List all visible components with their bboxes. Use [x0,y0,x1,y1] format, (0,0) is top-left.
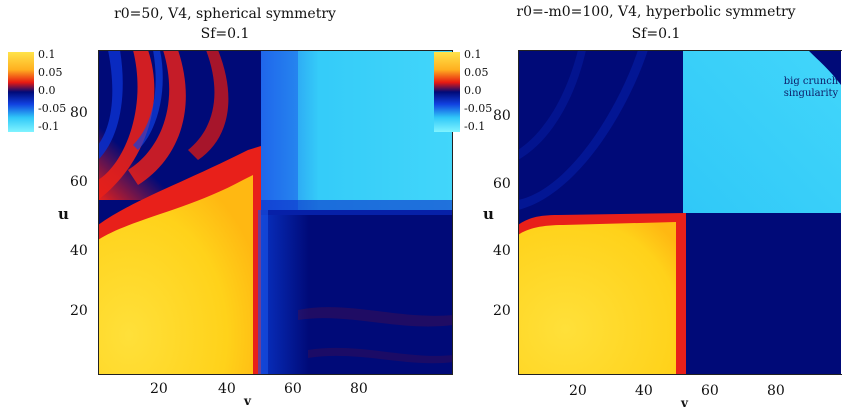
annotation-line: singularity [783,88,839,99]
y-axis-label: u [58,205,69,223]
x-tick-label: 20 [150,381,168,397]
y-tick-label: 20 [70,303,88,319]
x-tick-label: 40 [218,381,236,397]
y-axis-label: u [483,205,494,223]
colorbar-tick: 0.1 [464,48,482,61]
colorbar-tick: 0.05 [464,66,489,79]
colorbar-tick: -0.05 [464,102,493,115]
heatmap-plot [518,50,841,375]
x-tick-label: 80 [767,383,785,399]
heatmap-canvas [518,50,841,375]
y-tick-label: 20 [493,303,511,319]
y-tick-label: 40 [70,243,88,259]
y-tick-label: 80 [493,108,511,124]
x-tick-label: 40 [635,383,653,399]
x-axis-label: v [244,394,251,408]
colorbar-tick: 0.1 [38,48,56,61]
colorbar-tick: 0.05 [38,66,63,79]
colorbar-tick: 0.0 [38,84,56,97]
chart-subtitle: Sf=0.1 [631,26,681,42]
y-tick-label: 40 [493,243,511,259]
x-tick-label: 60 [284,381,302,397]
chart-panel-right: r0=-m0=100, V4, hyperbolic symmetry Sf=0… [421,0,843,412]
y-tick-label: 60 [493,176,511,192]
chart-title: r0=50, V4, spherical symmetry [114,6,336,22]
colorbar [434,52,460,132]
annotation-line: big crunch [783,76,839,87]
x-tick-label: 80 [350,381,368,397]
chart-panel-left: r0=50, V4, spherical symmetry Sf=0.1 0.1… [0,0,453,412]
colorbar-tick: 0.0 [464,84,482,97]
x-tick-label: 60 [701,383,719,399]
y-tick-label: 60 [70,174,88,190]
colorbar-tick: -0.1 [38,120,60,133]
chart-title: r0=-m0=100, V4, hyperbolic symmetry [516,4,796,20]
colorbar [8,52,34,132]
y-tick-label: 80 [70,105,88,121]
heatmap-plot [98,50,453,375]
colorbar-tick: -0.1 [464,120,486,133]
colorbar-tick: -0.05 [38,102,67,115]
chart-subtitle: Sf=0.1 [200,26,250,42]
heatmap-canvas [98,50,453,375]
x-axis-label: v [681,396,688,410]
x-tick-label: 20 [569,383,587,399]
